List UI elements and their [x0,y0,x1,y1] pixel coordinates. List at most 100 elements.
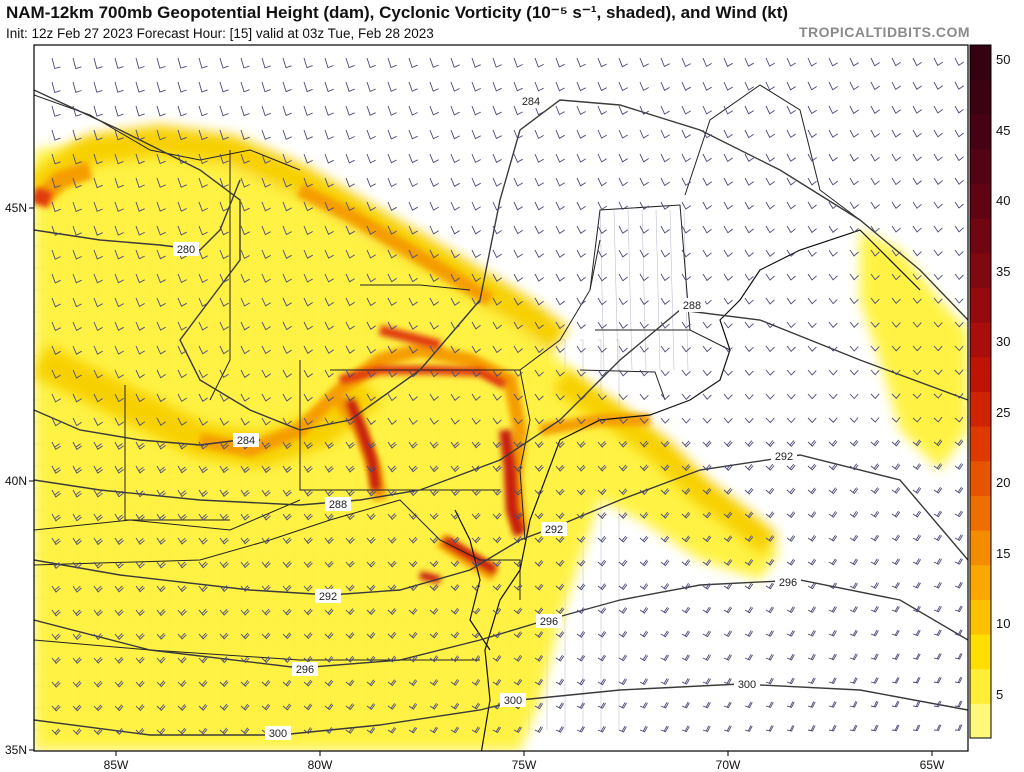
wind-barb [72,273,82,284]
wind-barb [597,153,607,163]
wind-barb [597,607,607,614]
wind-barb [555,559,565,567]
wind-barb [513,153,523,163]
wind-barb [93,465,103,474]
wind-barb [807,653,816,661]
wind-barb [261,345,271,355]
wind-barb [912,249,922,257]
wind-barb [849,321,859,328]
vort-orange-ontario [296,183,494,306]
wind-barb [534,631,544,639]
wind-barb [72,537,82,546]
wind-barb [366,441,376,449]
wind-barb [198,608,208,616]
wind-barb [261,249,271,259]
wind-barb [51,680,61,688]
wind-barb [765,177,775,186]
wind-barb [492,249,502,259]
wind-barb [240,105,250,117]
wind-barb [282,249,292,259]
wind-barb [93,704,103,712]
wind-barb [429,726,439,734]
wind-barb [72,417,82,427]
wind-barb [51,273,61,284]
wind-barb [849,629,858,637]
wind-barb [324,153,334,164]
wind-barb [954,153,964,162]
wind-barb [240,703,250,711]
wind-barb [597,417,607,425]
wind-barb [807,273,817,281]
wind-barb [618,177,628,187]
wind-barb [240,273,250,283]
wind-barb [828,249,838,257]
wind-barb [240,345,250,355]
wind-barb [72,465,82,474]
wind-barb [555,273,565,282]
wind-barb [429,153,439,164]
wind-barb [366,513,376,521]
wind-barb [198,393,208,402]
wind-barb [891,677,900,684]
wind-barb [954,273,964,280]
wind-barb [135,609,145,617]
wind-barb [408,345,418,354]
wind-barb [912,558,921,565]
wind-barb [681,225,691,234]
wind-barb [429,607,439,615]
wind-barb [681,654,690,661]
wind-barb [282,703,292,711]
wind-barb [660,559,670,567]
wind-barb [219,153,229,164]
wind-barb [408,273,418,283]
wind-barb [387,417,397,425]
wind-barb [198,727,208,735]
wind-barb [282,656,292,663]
wind-barb [828,345,838,352]
wind-barb [387,273,397,283]
wind-barb [534,512,544,520]
wind-barb [240,177,250,188]
wind-barb [93,129,103,141]
wind-barb [324,489,334,497]
wind-barb [408,393,418,402]
wind-barb [765,369,775,376]
wind-barb [198,153,208,165]
wind-barb [618,512,628,519]
wind-barb [135,633,145,640]
wind-barb [135,680,145,688]
wind-barb [702,606,712,614]
longitude-label: 85W [104,758,129,772]
wind-barb [240,513,250,521]
wind-barb [744,606,754,614]
wind-barb [261,153,271,164]
wind-barb [387,679,397,687]
wind-barb [765,81,775,91]
wind-barb [912,153,922,162]
wind-barb [513,536,523,544]
wind-barb [702,582,712,590]
wind-barb [219,297,229,307]
wind-barb [408,560,418,568]
wind-barb [618,369,628,377]
wind-barb [72,153,82,165]
wind-barb [660,201,670,210]
wind-barb [72,177,82,189]
wind-barb [828,558,838,566]
wind-barb [93,441,103,450]
wind-barb [681,369,691,377]
wind-barb [156,465,166,474]
wind-barb [702,273,712,282]
wind-barb [282,679,292,687]
wind-barb [408,584,418,592]
wind-barb [639,702,648,709]
wind-barb [471,249,481,259]
wind-barb [744,464,754,471]
wind-barb [954,57,964,67]
wind-barb [912,201,922,209]
wind-barb [660,725,669,733]
wind-barb [744,129,754,139]
wind-barb [135,225,145,236]
wind-barb [51,513,61,522]
